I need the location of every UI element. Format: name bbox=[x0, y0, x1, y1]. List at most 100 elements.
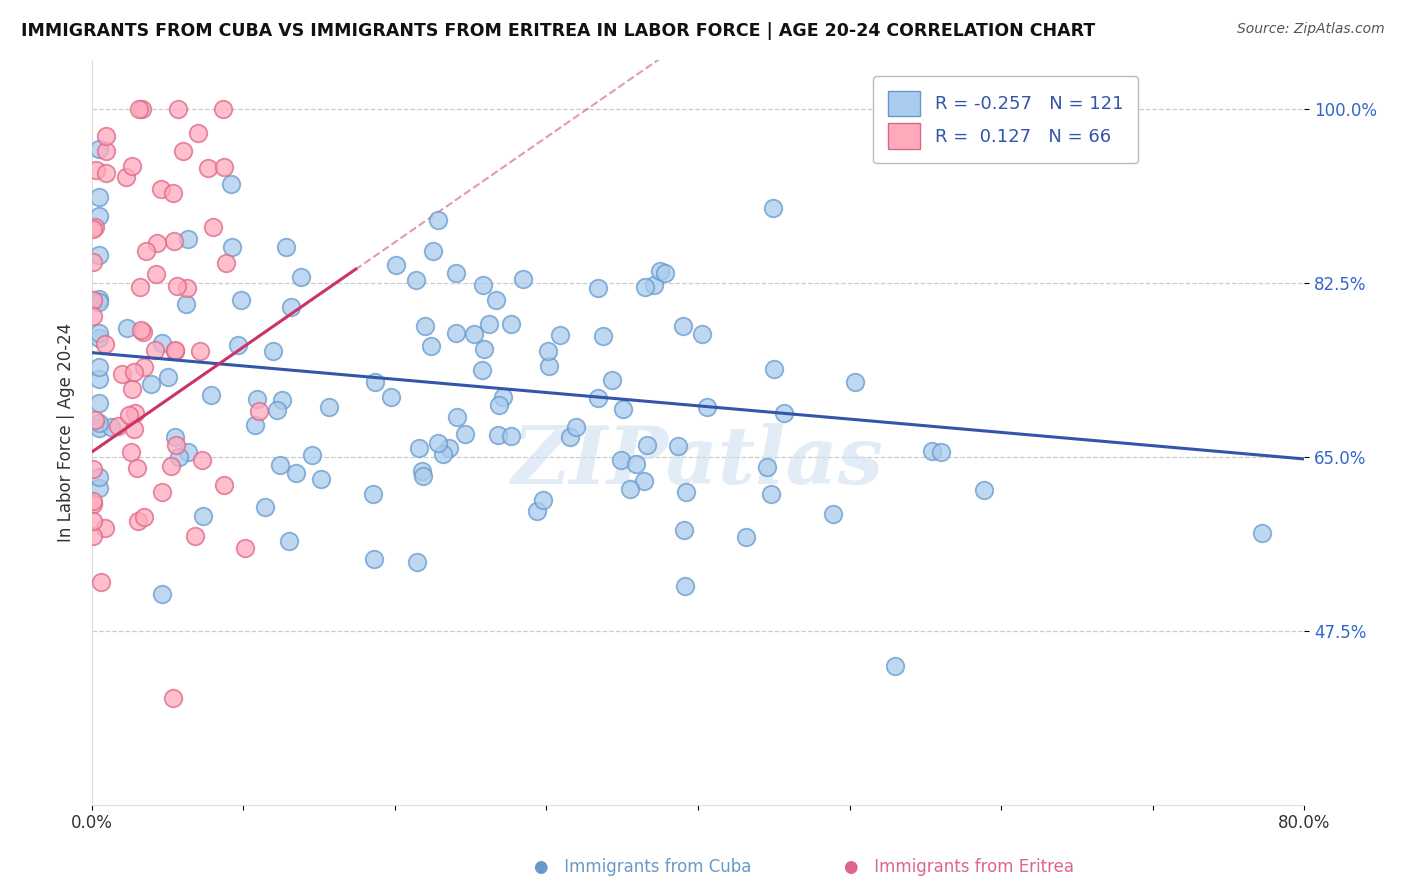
Point bbox=[89, 421, 111, 435]
Point bbox=[586, 391, 609, 405]
Point bbox=[492, 390, 515, 404]
Point bbox=[422, 244, 444, 258]
Point bbox=[200, 388, 222, 402]
Point bbox=[188, 344, 211, 359]
Point bbox=[131, 325, 153, 339]
Point bbox=[271, 392, 294, 407]
Point bbox=[472, 343, 495, 357]
Point bbox=[637, 438, 659, 452]
Point bbox=[82, 309, 104, 323]
Point bbox=[152, 485, 174, 500]
Point bbox=[446, 409, 468, 424]
Point bbox=[253, 500, 276, 515]
Point bbox=[231, 293, 253, 308]
Point bbox=[89, 395, 111, 409]
Text: IMMIGRANTS FROM CUBA VS IMMIGRANTS FROM ERITREA IN LABOR FORCE | AGE 20-24 CORRE: IMMIGRANTS FROM CUBA VS IMMIGRANTS FROM … bbox=[21, 22, 1095, 40]
Point bbox=[121, 160, 143, 174]
Point bbox=[453, 427, 475, 442]
Point bbox=[82, 514, 104, 528]
Point bbox=[586, 281, 609, 295]
Point bbox=[122, 366, 145, 380]
Point bbox=[226, 337, 249, 351]
Point bbox=[290, 269, 312, 284]
Point bbox=[756, 459, 779, 474]
Point bbox=[167, 103, 190, 117]
Point bbox=[162, 690, 184, 705]
Point bbox=[221, 240, 243, 254]
Point bbox=[94, 521, 117, 535]
Point bbox=[89, 326, 111, 340]
Point bbox=[166, 278, 188, 293]
Point bbox=[89, 295, 111, 310]
Point bbox=[762, 361, 785, 376]
Point bbox=[89, 248, 111, 262]
Point bbox=[512, 272, 534, 286]
Point bbox=[280, 300, 302, 314]
Point bbox=[96, 166, 118, 180]
Point bbox=[82, 494, 104, 508]
Point bbox=[821, 507, 844, 521]
Point bbox=[165, 344, 187, 359]
Point bbox=[89, 209, 111, 223]
Point bbox=[246, 392, 269, 406]
Point bbox=[278, 534, 301, 549]
Point bbox=[160, 459, 183, 474]
Point bbox=[666, 439, 689, 453]
Point bbox=[311, 472, 333, 486]
Point bbox=[177, 445, 200, 459]
Point bbox=[211, 103, 233, 117]
Point bbox=[89, 371, 111, 385]
Point bbox=[134, 359, 156, 374]
Point bbox=[284, 466, 307, 480]
Text: ●   Immigrants from Eritrea: ● Immigrants from Eritrea bbox=[844, 858, 1074, 876]
Point bbox=[121, 382, 143, 396]
Point bbox=[129, 323, 152, 337]
Point bbox=[415, 319, 437, 334]
Point bbox=[363, 552, 385, 566]
Point bbox=[633, 475, 655, 489]
Point bbox=[157, 369, 180, 384]
Point bbox=[187, 126, 209, 140]
Point bbox=[110, 367, 132, 381]
Point bbox=[761, 487, 783, 501]
Point bbox=[177, 232, 200, 246]
Point bbox=[427, 436, 450, 450]
Text: ZIPatlas: ZIPatlas bbox=[512, 423, 884, 500]
Point bbox=[499, 429, 522, 443]
Point bbox=[650, 264, 672, 278]
Point bbox=[89, 292, 111, 306]
Point bbox=[84, 219, 107, 234]
Text: ●   Immigrants from Cuba: ● Immigrants from Cuba bbox=[534, 858, 752, 876]
Point bbox=[115, 321, 138, 335]
Point bbox=[485, 293, 508, 307]
Point bbox=[262, 344, 284, 359]
Point bbox=[931, 444, 953, 458]
Point bbox=[471, 277, 494, 292]
Point bbox=[124, 406, 146, 420]
Point bbox=[499, 317, 522, 331]
Point bbox=[301, 448, 323, 462]
Point bbox=[411, 464, 433, 478]
Point bbox=[444, 326, 467, 340]
Point bbox=[167, 450, 190, 464]
Point bbox=[247, 403, 270, 417]
Point bbox=[163, 234, 186, 248]
Point bbox=[128, 103, 150, 117]
Point bbox=[266, 403, 288, 417]
Point bbox=[141, 377, 163, 392]
Point bbox=[150, 587, 173, 601]
Point bbox=[82, 293, 104, 308]
Point bbox=[762, 202, 785, 216]
Point bbox=[131, 103, 153, 117]
Point bbox=[150, 336, 173, 351]
Point bbox=[427, 213, 450, 227]
Point bbox=[463, 326, 485, 341]
Y-axis label: In Labor Force | Age 20-24: In Labor Force | Age 20-24 bbox=[58, 323, 75, 541]
Point bbox=[82, 255, 104, 269]
Point bbox=[690, 327, 713, 342]
Point bbox=[675, 485, 697, 500]
Point bbox=[624, 457, 647, 471]
Point bbox=[89, 190, 111, 204]
Point bbox=[107, 418, 129, 433]
Point bbox=[89, 143, 111, 157]
